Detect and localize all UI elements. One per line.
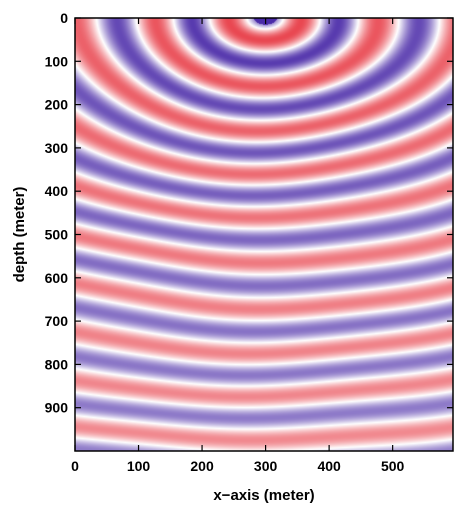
x-tick-label: 300 — [254, 458, 278, 474]
heatmap-image — [75, 18, 453, 451]
x-tick-label: 500 — [381, 458, 405, 474]
y-tick-label: 600 — [45, 270, 69, 286]
x-tick-label: 200 — [190, 458, 214, 474]
y-tick-label: 200 — [45, 97, 69, 113]
x-tick-label: 100 — [127, 458, 151, 474]
y-tick-label: 0 — [60, 10, 68, 26]
y-tick-label: 800 — [45, 356, 69, 372]
y-tick-label: 700 — [45, 313, 69, 329]
x-tick-label: 400 — [317, 458, 341, 474]
y-tick-label: 300 — [45, 140, 69, 156]
x-tick-label: 0 — [71, 458, 79, 474]
y-axis: 0 100 200 300 400 500 600 700 800 900 — [45, 10, 453, 416]
x-axis: 0 100 200 300 400 500 — [71, 18, 405, 474]
y-tick-label: 500 — [45, 227, 69, 243]
x-axis-label: x−axis (meter) — [213, 487, 314, 504]
heatmap-field — [75, 18, 453, 451]
y-tick-label: 400 — [45, 183, 69, 199]
y-tick-label: 900 — [45, 400, 69, 416]
y-axis-label: depth (meter) — [11, 187, 28, 283]
y-tick-label: 100 — [45, 53, 69, 69]
